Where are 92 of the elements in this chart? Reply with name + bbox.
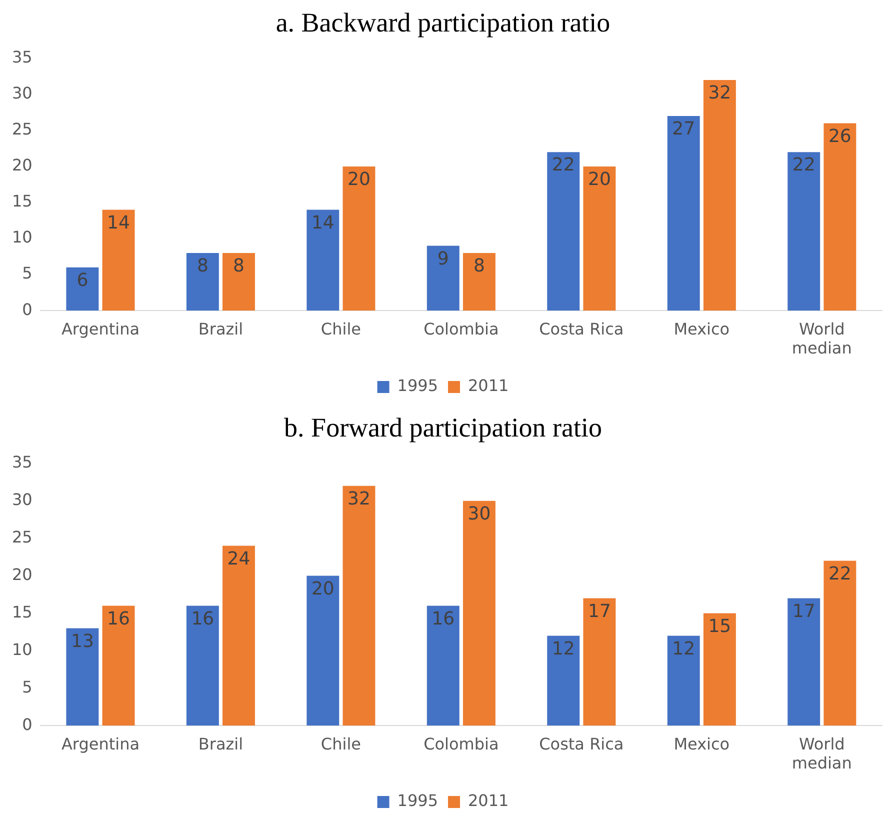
x-tick-label: Brazil	[198, 319, 244, 338]
legend-label: 1995	[397, 376, 438, 396]
bar	[102, 606, 135, 726]
x-tick-label: Colombia	[424, 734, 499, 754]
y-tick-label: 15	[12, 602, 32, 622]
bar	[342, 166, 376, 311]
bar	[462, 252, 496, 311]
data-label: 24	[227, 548, 250, 570]
y-tick-label: 25	[12, 120, 32, 139]
bar	[186, 606, 219, 726]
y-tick-label: 10	[12, 228, 32, 247]
bar	[342, 486, 376, 726]
data-label: 20	[588, 169, 611, 190]
bar	[462, 500, 496, 726]
bar	[703, 80, 736, 311]
data-label: 27	[672, 118, 696, 140]
y-tick-label: 25	[12, 527, 32, 546]
data-label: 14	[311, 212, 334, 234]
x-tick-label: Argentina	[61, 734, 140, 754]
y-tick-label: 0	[22, 714, 32, 734]
x-tick-label: World median	[792, 734, 852, 773]
bar	[186, 252, 219, 311]
y-tick-label: 30	[12, 84, 32, 103]
bar	[667, 116, 700, 311]
bar	[583, 166, 616, 311]
x-tick-label: Colombia	[424, 319, 499, 338]
data-label: 22	[552, 154, 575, 176]
y-tick-label: 5	[22, 264, 32, 283]
x-tick-label: Brazil	[198, 734, 244, 754]
y-tick-label: 35	[12, 452, 32, 472]
bar	[102, 210, 135, 311]
data-label: 8	[233, 256, 244, 277]
bar	[66, 628, 99, 726]
x-tick-label: Chile	[320, 734, 361, 754]
bar	[306, 576, 340, 726]
data-label: 16	[191, 608, 214, 630]
bar	[426, 606, 460, 726]
data-label: 16	[432, 608, 455, 630]
legend-label: 2011	[468, 791, 509, 810]
legend-label: 2011	[468, 376, 509, 396]
chart-title: b. Forward participation ratio	[284, 412, 602, 442]
bar	[788, 598, 820, 726]
data-label: 9	[437, 248, 449, 270]
bar	[788, 152, 820, 311]
bar	[66, 267, 99, 311]
bar	[703, 613, 736, 726]
y-tick-label: 5	[22, 677, 32, 696]
y-tick-label: 30	[12, 490, 32, 510]
x-tick-label: Mexico	[674, 734, 730, 754]
bar	[824, 123, 856, 311]
x-tick-label: Costa Rica	[539, 319, 624, 338]
data-label: 8	[196, 256, 208, 277]
data-label: 13	[70, 630, 94, 652]
bar	[824, 560, 856, 726]
data-label: 14	[107, 212, 130, 234]
x-tick-label: Chile	[320, 319, 361, 338]
legend-label: 1995	[397, 791, 438, 810]
data-label: 32	[708, 82, 732, 104]
bar	[306, 210, 340, 311]
y-tick-label: 15	[12, 192, 32, 211]
data-label: 30	[468, 504, 491, 525]
bar	[222, 252, 255, 311]
data-label: 22	[828, 563, 852, 584]
data-label: 32	[348, 488, 370, 510]
data-label: 26	[828, 126, 852, 147]
data-label: 20	[311, 578, 334, 600]
x-tick-label: Mexico	[674, 319, 730, 338]
bar	[547, 636, 580, 726]
y-tick-label: 20	[12, 564, 32, 584]
x-tick-label: Argentina	[61, 319, 140, 338]
bar	[547, 152, 580, 311]
bar	[583, 598, 616, 726]
bar	[426, 246, 460, 311]
data-label: 6	[76, 270, 88, 292]
y-tick-label: 0	[22, 300, 32, 319]
x-tick-label: World median	[792, 319, 852, 358]
y-tick-label: 35	[12, 48, 32, 67]
y-tick-label: 20	[12, 156, 32, 175]
chart-title: a. Backward participation ratio	[276, 7, 610, 38]
data-label: 17	[588, 600, 611, 622]
x-tick-label: Costa Rica	[539, 734, 624, 754]
data-label: 16	[107, 608, 130, 630]
data-label: 17	[792, 600, 816, 622]
data-label: 20	[348, 169, 370, 190]
data-label: 15	[708, 616, 732, 637]
y-tick-label: 10	[12, 640, 32, 659]
bar	[222, 546, 255, 726]
data-label: 12	[552, 638, 575, 660]
data-label: 22	[792, 154, 816, 176]
data-label: 8	[473, 256, 485, 277]
bar	[667, 636, 700, 726]
data-label: 12	[672, 638, 696, 660]
